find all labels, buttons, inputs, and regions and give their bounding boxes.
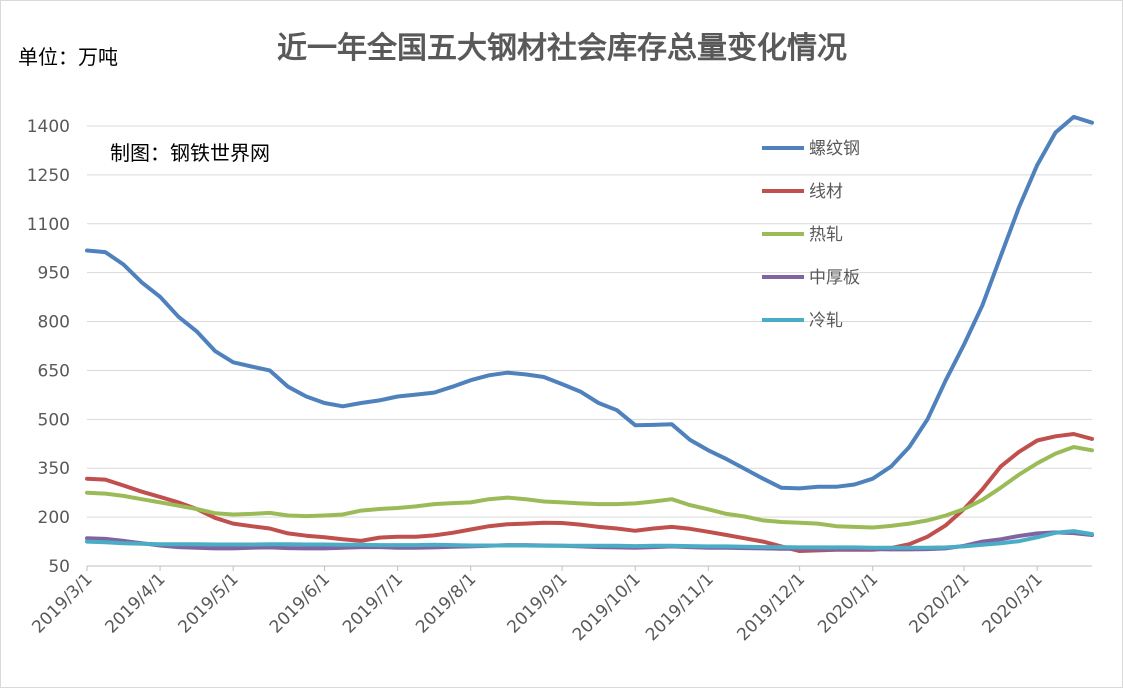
x-tick-label: 2019/8/1 [412,569,480,637]
series-line-5 [85,529,1094,550]
y-tick-label: 350 [38,459,70,479]
x-tick-label: 2019/4/1 [101,569,169,637]
series-lines [85,114,1094,553]
y-tick-label: 1250 [27,166,70,186]
y-tick-label: 50 [48,557,70,577]
x-tick-label: 2019/11/1 [642,569,718,645]
credit-label: 制图：钢铁世界网 [110,141,270,165]
y-tick-label: 950 [38,264,70,284]
x-tick-label: 2020/1/1 [814,569,882,637]
grid-lines [87,125,1092,567]
legend-label: 中厚板 [809,268,860,288]
x-tick-label: 2020/3/1 [979,569,1047,637]
x-tick-label: 2019/12/1 [733,569,809,645]
chart-title: 近一年全国五大钢材社会库存总量变化情况 [277,31,847,66]
series-line-2 [85,432,1094,553]
series-line-1 [85,114,1094,491]
x-tick-label: 2019/10/1 [569,569,645,645]
x-tick-label: 2019/7/1 [339,569,407,637]
x-tick-label: 2019/6/1 [266,569,334,637]
legend-label: 螺纹钢 [809,139,860,159]
x-tick-label: 2020/2/1 [905,569,973,637]
y-axis-ticks: 50 200 350 500 650 800 950 1100 1250 1400 [27,117,70,577]
y-tick-label: 800 [38,313,70,333]
legend-label: 线材 [809,182,843,202]
x-tick-label: 2019/9/1 [503,569,571,637]
y-tick-label: 650 [38,361,70,381]
y-tick-label: 1400 [27,117,70,137]
y-tick-label: 200 [38,508,70,528]
x-tick-label: 2019/5/1 [175,569,243,637]
x-tick-label: 2019/3/1 [28,569,96,637]
legend-label: 冷轧 [809,311,843,331]
y-tick-label: 1100 [27,215,70,235]
unit-label: 单位：万吨 [18,45,118,69]
series-line-3 [85,445,1094,530]
y-tick-label: 500 [38,410,70,430]
x-axis-ticks: 2019/3/1 2019/4/1 2019/5/1 2019/6/1 2019/7/1… [28,566,1047,645]
legend-label: 热轧 [809,225,843,245]
